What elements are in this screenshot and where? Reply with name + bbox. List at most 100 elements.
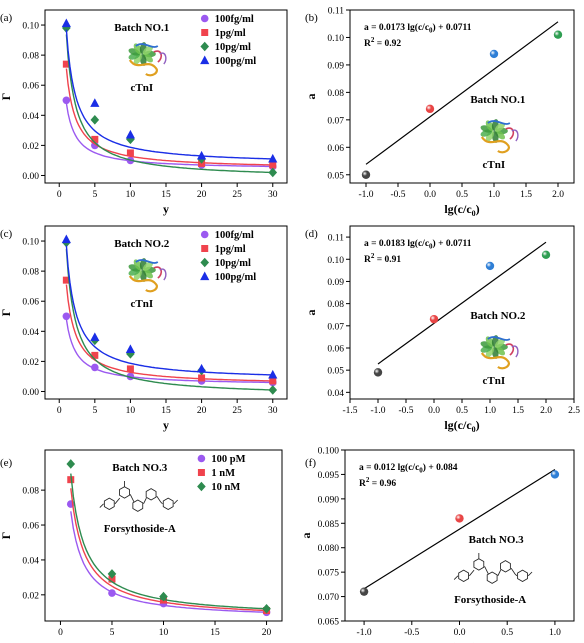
x-axis-label: y [163,418,169,432]
y-tick-label: 0.08 [22,52,39,62]
x-tick-label: 0.0 [424,190,436,200]
fit-curve [65,284,273,382]
r-squared: R2 = 0.96 [359,476,396,489]
data-point [489,49,499,59]
fit-curve [65,29,273,160]
data-point [67,476,75,484]
y-tick-label: 0.11 [328,234,345,244]
batch-label: Batch NO.3 [112,462,168,474]
molecule-structure-icon [453,552,533,584]
legend-label: 100pg/ml [215,56,257,67]
panel-label: (e) [0,457,13,469]
data-point [62,312,71,321]
batch-label: Batch NO.1 [114,22,169,34]
data-point [485,261,495,271]
y-tick-label: 0.04 [22,556,39,566]
y-tick-label: 0.04 [22,328,39,338]
y-tick-label: 0.09 [327,278,344,288]
fit-equation: a = 0.0183 lg(c/c0) + 0.0711 [364,238,472,251]
x-tick-label: 1.0 [488,190,500,200]
y-tick-label: 0.10 [22,22,39,32]
x-tick-label: 0 [57,190,62,200]
y-tick-label: 0.04 [327,389,344,399]
legend-marker [200,271,210,281]
data-point [126,365,134,373]
x-tick-label: 1.5 [512,406,524,416]
legend-marker [200,230,209,239]
data-point [90,98,100,107]
data-point [268,385,278,395]
data-point [198,374,206,382]
y-tick-label: 0.06 [22,522,39,532]
y-axis-label: Γ [0,532,13,540]
x-tick-label: 2.5 [568,406,580,416]
data-point [361,170,371,179]
legend-label: 100fg/ml [215,14,254,25]
x-tick-label: 10 [159,628,169,638]
x-tick-label: 15 [161,190,171,200]
data-point [62,276,70,284]
y-tick-label: 0.070 [318,593,340,603]
x-tick-label: 30 [268,406,278,416]
data-point [268,167,278,178]
protein-structure-icon [480,335,519,370]
legend-label: 10pg/ml [215,258,251,269]
data-point [269,377,277,385]
fit-curve [70,511,267,613]
x-tick-label: 1.0 [484,406,496,416]
fit-curve [65,103,273,168]
x-tick-label: -1.5 [342,406,357,416]
data-point [429,314,439,324]
compound-label: cTnI [130,298,153,310]
legend-label: 100pg/ml [215,272,257,283]
data-point [62,96,71,105]
panel-label: (d) [305,228,318,240]
y-axis-label: a [304,94,318,100]
x-tick-label: 25 [232,190,242,200]
data-point [125,344,136,353]
data-point [91,363,99,372]
x-tick-label: 30 [268,190,278,200]
data-point [125,129,136,139]
x-tick-label: 2.0 [540,406,552,416]
data-point [61,234,71,244]
y-tick-label: 0.06 [22,298,39,308]
y-tick-label: 0.11 [328,7,345,17]
x-axis-label: y [163,202,169,216]
data-point [359,587,369,596]
molecule-structure-icon [99,480,179,512]
panel-label: (a) [0,12,13,24]
x-tick-label: 0.0 [454,628,466,638]
y-tick-label: 0.06 [327,144,344,154]
chart-panel-c: 0 5 10 15 20 25 30 0.00 0.02 0.04 0.06 0.08 0.10 y Γ (c… [0,225,288,432]
y-tick-label: 0.00 [22,172,39,182]
legend-marker [200,55,210,65]
batch-label: Batch NO.3 [469,534,525,546]
legend-marker [197,469,205,476]
y-tick-label: 0.07 [327,116,344,126]
data-point [268,369,278,379]
legend-marker [201,29,209,36]
legend-marker [200,41,210,52]
fit-line [363,469,556,590]
fit-curve [65,249,273,391]
y-tick-label: 0.06 [327,344,344,354]
y-tick-label: 0.095 [318,471,340,481]
data-point [550,470,560,479]
protein-structure-icon [128,258,167,293]
data-point [90,332,100,341]
fit-curve [65,34,273,174]
y-tick-label: 0.05 [327,171,344,181]
plot-frame [349,9,575,184]
x-tick-label: 0.5 [456,190,468,200]
y-tick-label: 0.085 [318,520,340,530]
y-tick-label: 0.08 [327,300,344,310]
panel-label: (b) [305,12,318,24]
y-tick-label: 0.04 [22,112,39,122]
data-point [196,363,207,373]
data-point [541,250,551,260]
data-point [373,368,383,377]
x-axis-label: y [161,640,167,643]
fit-equation: a = 0.0173 lg(c/c0) + 0.0711 [364,22,472,35]
